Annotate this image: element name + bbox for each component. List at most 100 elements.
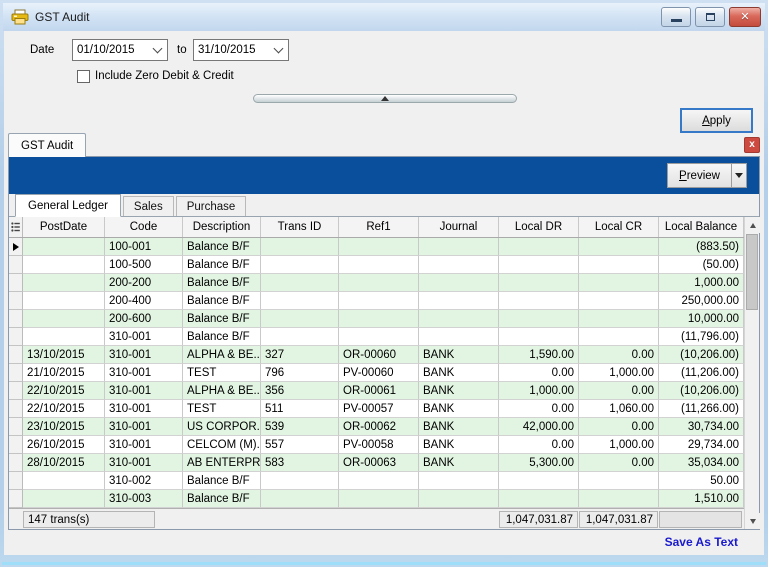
cell-code[interactable]: 100-500	[105, 256, 183, 274]
cell-trans-id[interactable]: 356	[261, 382, 339, 400]
cell-trans-id[interactable]: 557	[261, 436, 339, 454]
cell-description[interactable]: TEST	[183, 364, 261, 382]
scroll-down-button[interactable]	[745, 513, 760, 529]
cell-post-date[interactable]	[23, 274, 105, 292]
cell-code[interactable]: 310-001	[105, 400, 183, 418]
table-row[interactable]: 13/10/2015 310-001 ALPHA & BE... 327 OR-0006…	[9, 346, 744, 364]
table-row[interactable]: 200-200 Balance B/F 1,000.00	[9, 274, 744, 292]
cell-journal[interactable]: BANK	[419, 400, 499, 418]
cell-post-date[interactable]: 23/10/2015	[23, 418, 105, 436]
cell-local-dr[interactable]	[499, 490, 579, 508]
cell-post-date[interactable]: 21/10/2015	[23, 364, 105, 382]
row-selector-cell[interactable]	[9, 256, 23, 274]
table-row[interactable]: 100-001 Balance B/F (883.50)	[9, 238, 744, 256]
cell-trans-id[interactable]	[261, 490, 339, 508]
apply-button[interactable]: Apply	[680, 108, 753, 133]
cell-ref1[interactable]	[339, 472, 419, 490]
cell-local-dr[interactable]: 0.00	[499, 436, 579, 454]
cell-journal[interactable]	[419, 256, 499, 274]
cell-local-balance[interactable]: 1,000.00	[659, 274, 744, 292]
cell-trans-id[interactable]	[261, 292, 339, 310]
date-from-combobox[interactable]: 01/10/2015	[72, 39, 168, 61]
tab-sales[interactable]: Sales	[122, 196, 174, 216]
table-row[interactable]: 22/10/2015 310-001 TEST 511 PV-00057 BANK 0.00…	[9, 400, 744, 418]
cell-local-cr[interactable]: 0.00	[579, 454, 659, 472]
cell-post-date[interactable]: 26/10/2015	[23, 436, 105, 454]
cell-ref1[interactable]: OR-00061	[339, 382, 419, 400]
cell-code[interactable]: 310-001	[105, 454, 183, 472]
cell-trans-id[interactable]	[261, 256, 339, 274]
row-selector-cell[interactable]	[9, 472, 23, 490]
cell-ref1[interactable]	[339, 238, 419, 256]
row-selector-cell[interactable]	[9, 310, 23, 328]
cell-journal[interactable]: BANK	[419, 418, 499, 436]
row-selector-cell[interactable]	[9, 382, 23, 400]
cell-code[interactable]: 310-001	[105, 328, 183, 346]
cell-local-cr[interactable]	[579, 292, 659, 310]
cell-ref1[interactable]	[339, 292, 419, 310]
cell-local-dr[interactable]	[499, 328, 579, 346]
cell-local-dr[interactable]: 0.00	[499, 364, 579, 382]
scrollbar-thumb[interactable]	[746, 234, 758, 310]
cell-local-balance[interactable]: (11,206.00)	[659, 364, 744, 382]
table-row[interactable]: 26/10/2015 310-001 CELCOM (M)... 557 PV-0005…	[9, 436, 744, 454]
cell-trans-id[interactable]	[261, 328, 339, 346]
cell-ref1[interactable]	[339, 274, 419, 292]
cell-ref1[interactable]: PV-00058	[339, 436, 419, 454]
cell-local-balance[interactable]: (11,796.00)	[659, 328, 744, 346]
cell-local-balance[interactable]: (10,206.00)	[659, 346, 744, 364]
cell-local-dr[interactable]	[499, 274, 579, 292]
cell-journal[interactable]: BANK	[419, 364, 499, 382]
cell-trans-id[interactable]	[261, 472, 339, 490]
cell-local-cr[interactable]	[579, 238, 659, 256]
cell-local-dr[interactable]	[499, 256, 579, 274]
preview-dropdown-button[interactable]	[731, 163, 747, 188]
table-row[interactable]: 23/10/2015 310-001 US CORPOR... 539 OR-00062…	[9, 418, 744, 436]
cell-trans-id[interactable]	[261, 238, 339, 256]
table-row[interactable]: 310-002 Balance B/F 50.00	[9, 472, 744, 490]
cell-local-cr[interactable]	[579, 274, 659, 292]
cell-journal[interactable]	[419, 274, 499, 292]
cell-description[interactable]: CELCOM (M)...	[183, 436, 261, 454]
cell-description[interactable]: ALPHA & BE...	[183, 346, 261, 364]
column-header-local-dr[interactable]: Local DR	[499, 217, 579, 237]
preview-button[interactable]: Preview	[667, 163, 731, 188]
include-zero-checkbox[interactable]	[77, 70, 90, 83]
preview-split-button[interactable]: Preview	[667, 163, 747, 188]
cell-journal[interactable]	[419, 238, 499, 256]
cell-code[interactable]: 310-001	[105, 382, 183, 400]
cell-local-balance[interactable]: 30,734.00	[659, 418, 744, 436]
cell-journal[interactable]: BANK	[419, 454, 499, 472]
cell-journal[interactable]	[419, 292, 499, 310]
cell-local-balance[interactable]: (11,266.00)	[659, 400, 744, 418]
cell-ref1[interactable]	[339, 310, 419, 328]
tab-close-button[interactable]: x	[744, 137, 760, 153]
cell-local-cr[interactable]: 1,000.00	[579, 364, 659, 382]
cell-local-dr[interactable]	[499, 310, 579, 328]
cell-local-cr[interactable]: 1,000.00	[579, 436, 659, 454]
row-selector-cell[interactable]	[9, 328, 23, 346]
column-header-ref1[interactable]: Ref1	[339, 217, 419, 237]
tab-purchase[interactable]: Purchase	[175, 196, 247, 216]
cell-post-date[interactable]	[23, 292, 105, 310]
cell-post-date[interactable]	[23, 238, 105, 256]
cell-trans-id[interactable]: 327	[261, 346, 339, 364]
cell-description[interactable]: Balance B/F	[183, 256, 261, 274]
cell-local-dr[interactable]	[499, 238, 579, 256]
cell-local-cr[interactable]: 0.00	[579, 418, 659, 436]
cell-local-balance[interactable]: 50.00	[659, 472, 744, 490]
row-selector-cell[interactable]	[9, 292, 23, 310]
cell-description[interactable]: Balance B/F	[183, 490, 261, 508]
cell-local-balance[interactable]: (10,206.00)	[659, 382, 744, 400]
cell-description[interactable]: Balance B/F	[183, 472, 261, 490]
cell-post-date[interactable]: 28/10/2015	[23, 454, 105, 472]
cell-local-cr[interactable]: 0.00	[579, 382, 659, 400]
close-button[interactable]: ✕	[729, 7, 761, 27]
scroll-up-button[interactable]	[745, 217, 760, 233]
cell-ref1[interactable]	[339, 328, 419, 346]
cell-local-cr[interactable]	[579, 256, 659, 274]
row-selector-cell[interactable]	[9, 418, 23, 436]
table-row[interactable]: 200-600 Balance B/F 10,000.00	[9, 310, 744, 328]
cell-description[interactable]: Balance B/F	[183, 310, 261, 328]
cell-post-date[interactable]	[23, 328, 105, 346]
